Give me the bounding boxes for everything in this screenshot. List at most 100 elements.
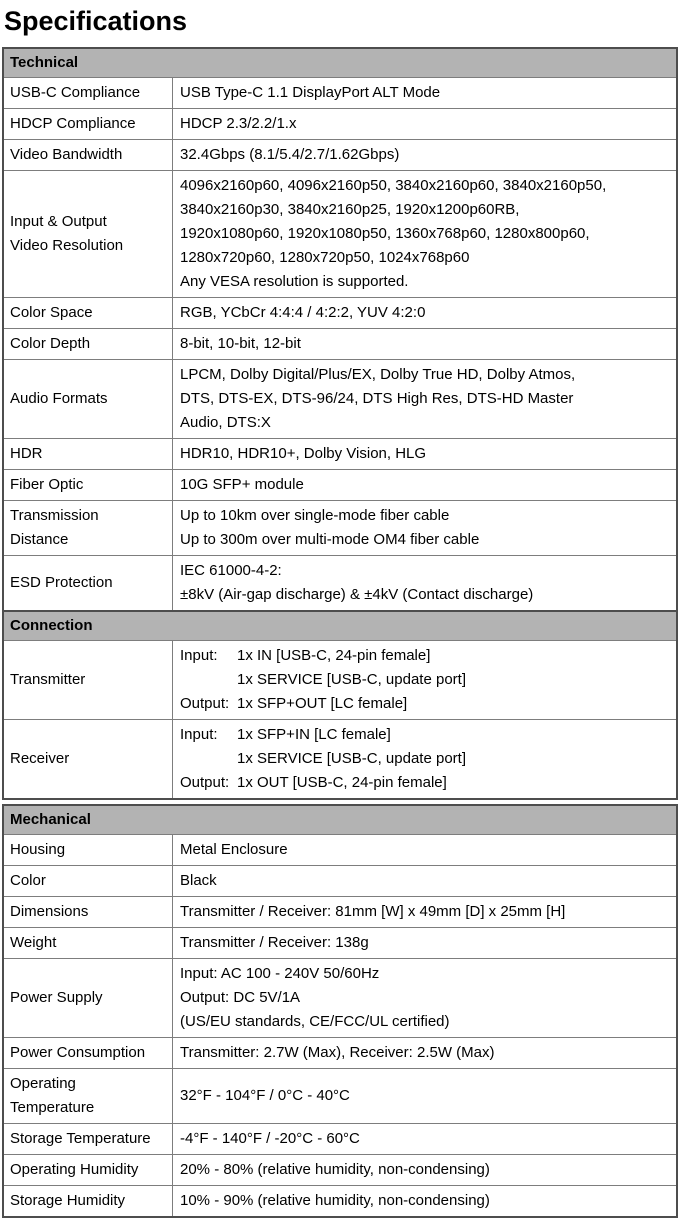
section-header: Technical: [4, 49, 676, 77]
spec-label-cell: Transmission Distance: [4, 501, 173, 555]
spec-value-line: 32.4Gbps (8.1/5.4/2.7/1.62Gbps): [180, 146, 400, 163]
spec-label-line: Power Consumption: [10, 1044, 146, 1061]
spec-value-cell: Up to 10km over single-mode fiber cable U…: [173, 501, 676, 555]
spec-label-line: Storage Humidity: [10, 1192, 126, 1209]
spec-value-line: Input: AC 100 - 240V 50/60Hz: [180, 965, 380, 982]
spec-label-line: Storage Temperature: [10, 1130, 151, 1147]
table-row: Power Consumption Transmitter: 2.7W (Max)…: [4, 1037, 676, 1068]
spec-value-cell: Transmitter / Receiver: 138g: [173, 928, 676, 958]
spec-value-line: DTS, DTS-EX, DTS-96/24, DTS High Res, DT…: [180, 390, 574, 407]
spec-value-line: Transmitter / Receiver: 81mm [W] x 49mm …: [180, 903, 566, 920]
spec-label-line: Video Bandwidth: [10, 146, 123, 163]
spec-value-line: HDCP 2.3/2.2/1.x: [180, 115, 297, 132]
io-text: 1x IN [USB-C, 24-pin female]: [237, 647, 431, 664]
spec-label-cell: Operating Temperature: [4, 1069, 173, 1123]
spec-value-cell: 10% - 90% (relative humidity, non-conden…: [173, 1186, 676, 1216]
spec-label-cell: Fiber Optic: [4, 470, 173, 500]
spec-label-cell: Receiver: [4, 720, 173, 798]
spec-label-line: Color Depth: [10, 335, 91, 352]
section-table-connection: Connection Transmitter Input: 1x IN [USB-C,…: [2, 610, 678, 800]
io-text: 1x OUT [USB-C, 24-pin female]: [237, 774, 447, 791]
spec-value-line: Input: 1x SFP+IN [LC female]: [180, 723, 668, 747]
spec-value-line: LPCM, Dolby Digital/Plus/EX, Dolby True …: [180, 366, 576, 383]
table-row: HDCP Compliance HDCP 2.3/2.2/1.x: [4, 108, 676, 139]
spec-value-line: Metal Enclosure: [180, 841, 288, 858]
table-row: Color Black: [4, 865, 676, 896]
spec-label-cell: Color: [4, 866, 173, 896]
spec-label-cell: Weight: [4, 928, 173, 958]
spec-value-line: IEC 61000-4-2:: [180, 562, 282, 579]
spec-value-line: Transmitter / Receiver: 138g: [180, 934, 369, 951]
spec-label-cell: Storage Temperature: [4, 1124, 173, 1154]
table-row: Power Supply Input: AC 100 - 240V 50/60Hz…: [4, 958, 676, 1037]
spec-value-line: RGB, YCbCr 4:4:4 / 4:2:2, YUV 4:2:0: [180, 304, 426, 321]
spec-label-line: Color: [10, 872, 46, 889]
spec-value-cell: 4096x2160p60, 4096x2160p50, 3840x2160p60…: [173, 171, 676, 297]
io-text: 1x SERVICE [USB-C, update port]: [237, 671, 466, 688]
spec-value-cell: 20% - 80% (relative humidity, non-conden…: [173, 1155, 676, 1185]
spec-label-cell: Dimensions: [4, 897, 173, 927]
spec-value-line: HDR10, HDR10+, Dolby Vision, HLG: [180, 445, 427, 462]
spec-value-cell: IEC 61000-4-2: ±8kV (Air-gap discharge) &…: [173, 556, 676, 610]
section-header: Mechanical: [4, 806, 676, 834]
spec-value-line: -4°F - 140°F / -20°C - 60°C: [180, 1130, 360, 1147]
spec-label-line: Audio Formats: [10, 390, 108, 407]
table-row: ESD Protection IEC 61000-4-2: ±8kV (Air-ga…: [4, 555, 676, 610]
spec-label-cell: Housing: [4, 835, 173, 865]
spec-label-cell: Power Consumption: [4, 1038, 173, 1068]
spec-value-cell: 10G SFP+ module: [173, 470, 676, 500]
spec-value-line: Input: 1x IN [USB-C, 24-pin female]: [180, 644, 668, 668]
io-prefix: Output:: [180, 695, 230, 712]
spec-value-line: Up to 300m over multi-mode OM4 fiber cab…: [180, 531, 480, 548]
spec-value-cell: RGB, YCbCr 4:4:4 / 4:2:2, YUV 4:2:0: [173, 298, 676, 328]
spec-value-cell: Transmitter / Receiver: 81mm [W] x 49mm …: [173, 897, 676, 927]
spec-value-cell: Input: 1x SFP+IN [LC female] 1x SERVICE [U…: [173, 720, 676, 798]
spec-value-cell: 32.4Gbps (8.1/5.4/2.7/1.62Gbps): [173, 140, 676, 170]
page-title: Specifications: [4, 6, 188, 36]
spec-label-line: Dimensions: [10, 903, 89, 920]
section-table-technical: Technical USB-C Compliance USB Type-C 1.1 …: [2, 47, 678, 612]
table-row: Operating Humidity 20% - 80% (relative hu…: [4, 1154, 676, 1185]
spec-value-line: 32°F - 104°F / 0°C - 40°C: [180, 1087, 350, 1104]
spec-label-cell: Transmitter: [4, 641, 173, 719]
table-row: Receiver Input: 1x SFP+IN [LC female] 1x SE…: [4, 719, 676, 798]
io-prefix: Output:: [180, 774, 230, 791]
table-row: Audio Formats LPCM, Dolby Digital/Plus/EX…: [4, 359, 676, 438]
table-row: Video Bandwidth 32.4Gbps (8.1/5.4/2.7/1.6…: [4, 139, 676, 170]
spec-value-line: 10% - 90% (relative humidity, non-conden…: [180, 1192, 490, 1209]
table-row: Color Space RGB, YCbCr 4:4:4 / 4:2:2, YUV…: [4, 297, 676, 328]
spec-label-line: Transmitter: [10, 671, 86, 688]
spec-value-line: 20% - 80% (relative humidity, non-conden…: [180, 1161, 490, 1178]
spec-label-line: Transmission: [10, 507, 99, 524]
spec-value-cell: HDR10, HDR10+, Dolby Vision, HLG: [173, 439, 676, 469]
spec-label-line: Housing: [10, 841, 66, 858]
io-prefix: Input:: [180, 726, 218, 743]
spec-value-cell: Black: [173, 866, 676, 896]
spec-label-line: Receiver: [10, 750, 70, 767]
spec-value-cell: Input: 1x IN [USB-C, 24-pin female] 1x SER…: [173, 641, 676, 719]
table-row: Color Depth 8-bit, 10-bit, 12-bit: [4, 328, 676, 359]
spec-value-line: ±8kV (Air-gap discharge) & ±4kV (Contact…: [180, 586, 534, 603]
io-prefix: Input:: [180, 647, 218, 664]
spec-label-line: Operating: [10, 1075, 76, 1092]
table-row: Storage Temperature -4°F - 140°F / -20°C …: [4, 1123, 676, 1154]
table-row: Transmitter Input: 1x IN [USB-C, 24-pin fe…: [4, 640, 676, 719]
spec-label-cell: Operating Humidity: [4, 1155, 173, 1185]
spec-value-line: Output: 1x OUT [USB-C, 24-pin female]: [180, 771, 668, 795]
section-header: Connection: [4, 612, 676, 640]
spec-value-cell: Transmitter: 2.7W (Max), Receiver: 2.5W …: [173, 1038, 676, 1068]
spec-value-line: 1280x720p60, 1280x720p50, 1024x768p60: [180, 249, 470, 266]
spec-label-line: USB-C Compliance: [10, 84, 141, 101]
spec-label-cell: Video Bandwidth: [4, 140, 173, 170]
spec-value-cell: 8-bit, 10-bit, 12-bit: [173, 329, 676, 359]
table-row: Housing Metal Enclosure: [4, 834, 676, 865]
spec-label-line: ESD Protection: [10, 574, 113, 591]
table-row: Weight Transmitter / Receiver: 138g: [4, 927, 676, 958]
spec-value-line: Up to 10km over single-mode fiber cable: [180, 507, 450, 524]
spec-value-line: 1920x1080p60, 1920x1080p50, 1360x768p60,…: [180, 225, 590, 242]
spec-value-line: Audio, DTS:X: [180, 414, 271, 431]
spec-label-line: Weight: [10, 934, 57, 951]
spec-value-line: USB Type-C 1.1 DisplayPort ALT Mode: [180, 84, 441, 101]
spec-value-line: Any VESA resolution is supported.: [180, 273, 409, 290]
